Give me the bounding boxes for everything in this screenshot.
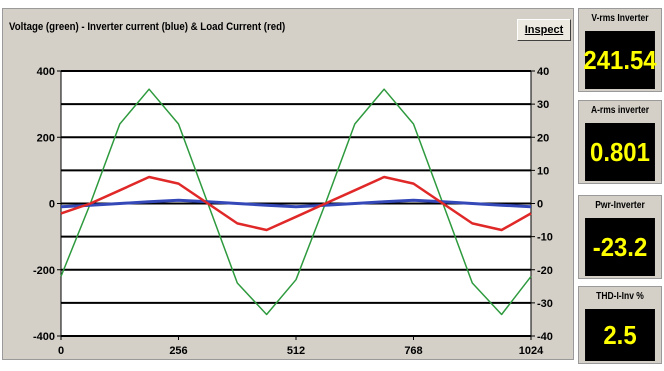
right-tick-label: 10 xyxy=(537,165,549,177)
load-current-trace xyxy=(60,175,532,232)
left-tick-label: 400 xyxy=(37,66,55,78)
left-tick-label: -200 xyxy=(33,265,55,277)
meter-pwr-inverter: Pwr-Inverter -23.2 xyxy=(578,195,662,279)
meter-label: Pwr-Inverter xyxy=(595,200,645,211)
left-tick-label: 200 xyxy=(37,132,55,144)
meter-label: A-rms inverter xyxy=(590,105,650,116)
right-tick-label: 20 xyxy=(537,132,549,144)
x-tick-label: 0 xyxy=(58,345,64,357)
scope-title: Voltage (green) - Inverter current (blue… xyxy=(9,21,286,33)
inverter-current-trace xyxy=(60,198,532,209)
right-tick-label: 30 xyxy=(537,99,549,111)
right-tick-label: -30 xyxy=(537,298,553,310)
meter-value: 0.801 xyxy=(585,123,655,181)
x-tick-label: 512 xyxy=(287,345,305,357)
right-tick-label: 40 xyxy=(537,66,549,78)
left-tick-label: -400 xyxy=(33,331,55,343)
right-tick-label: -20 xyxy=(537,265,553,277)
meter-value: 2.5 xyxy=(585,309,655,361)
right-tick-label: -10 xyxy=(537,232,553,244)
meter-label: V-rms Inverter xyxy=(591,13,649,24)
x-tick-label: 1024 xyxy=(519,345,544,357)
meter-value: 241.54 xyxy=(583,31,657,89)
meter-label: THD-I-Inv % xyxy=(596,291,644,302)
meter-vrms-inverter: V-rms Inverter 241.54 xyxy=(578,8,662,92)
x-tick-label: 768 xyxy=(404,345,422,357)
left-tick-label: 0 xyxy=(49,199,55,211)
meter-arms-inverter: A-rms inverter 0.801 xyxy=(578,100,662,184)
voltage-trace xyxy=(60,88,532,316)
inspect-button[interactable]: Inspect xyxy=(517,19,571,41)
right-tick-label: 0 xyxy=(537,199,543,211)
scope-panel: Voltage (green) - Inverter current (blue… xyxy=(2,8,574,360)
meter-thd-i-inv: THD-I-Inv % 2.5 xyxy=(578,286,662,364)
meter-value: -23.2 xyxy=(585,218,655,276)
x-tick-label: 256 xyxy=(169,345,187,357)
right-tick-label: -40 xyxy=(537,331,553,343)
